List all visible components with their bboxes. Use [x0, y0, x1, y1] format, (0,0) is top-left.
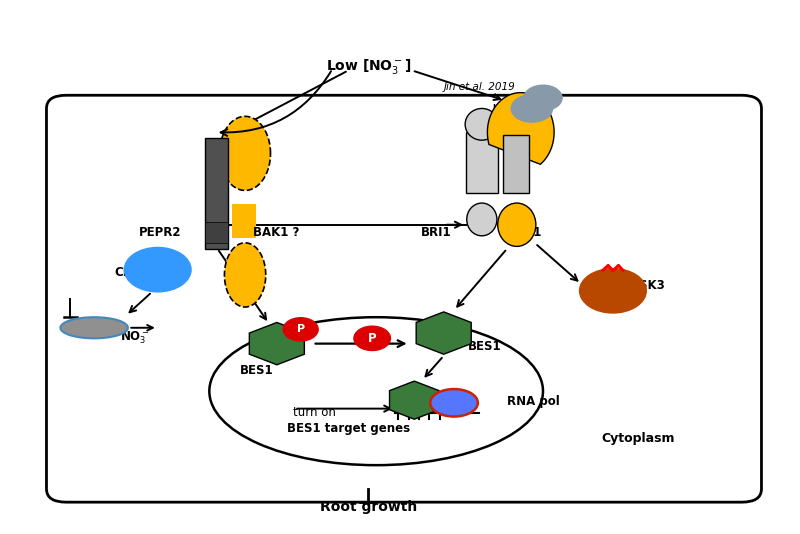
- Text: BES1: BES1: [240, 364, 274, 376]
- Bar: [232, 203, 256, 238]
- Polygon shape: [220, 116, 270, 191]
- Text: BES1 target genes: BES1 target genes: [286, 422, 410, 435]
- Text: BAK1: BAK1: [507, 226, 542, 239]
- Circle shape: [354, 326, 390, 350]
- FancyArrowPatch shape: [221, 71, 331, 136]
- Text: BRI1: BRI1: [421, 226, 452, 239]
- Bar: [503, 135, 529, 193]
- Text: Low [NO$_3^-$]: Low [NO$_3^-$]: [326, 57, 411, 76]
- Text: BES1: BES1: [467, 340, 501, 353]
- Bar: [206, 222, 228, 243]
- Text: CML38: CML38: [114, 266, 158, 279]
- Polygon shape: [390, 381, 439, 419]
- Ellipse shape: [210, 317, 543, 465]
- Circle shape: [579, 269, 646, 313]
- Circle shape: [124, 247, 191, 292]
- Ellipse shape: [430, 389, 478, 417]
- Text: RNA pol: RNA pol: [507, 395, 560, 409]
- Bar: [466, 132, 498, 193]
- Text: BAK1 ?: BAK1 ?: [253, 226, 299, 239]
- Circle shape: [524, 85, 562, 111]
- Polygon shape: [250, 323, 304, 365]
- Text: |BR|: |BR|: [491, 104, 523, 118]
- Polygon shape: [416, 312, 471, 354]
- Text: Jin et al. 2019: Jin et al. 2019: [443, 82, 515, 92]
- Ellipse shape: [466, 203, 497, 236]
- Text: turn on: turn on: [293, 406, 336, 419]
- Ellipse shape: [465, 108, 498, 140]
- Text: PEPR2: PEPR2: [139, 226, 182, 239]
- FancyBboxPatch shape: [46, 95, 762, 502]
- Text: NO$_3^-$: NO$_3^-$: [120, 329, 150, 345]
- Text: Root growth: Root growth: [319, 500, 417, 514]
- Circle shape: [283, 318, 318, 341]
- Polygon shape: [225, 243, 266, 307]
- Text: P: P: [297, 324, 305, 334]
- Ellipse shape: [60, 317, 128, 339]
- Text: P: P: [368, 332, 377, 345]
- Bar: [206, 138, 228, 248]
- Circle shape: [511, 95, 553, 122]
- Text: BSK3: BSK3: [630, 279, 665, 292]
- Polygon shape: [487, 92, 554, 164]
- Text: Cytoplasm: Cytoplasm: [602, 432, 675, 445]
- Ellipse shape: [498, 203, 536, 246]
